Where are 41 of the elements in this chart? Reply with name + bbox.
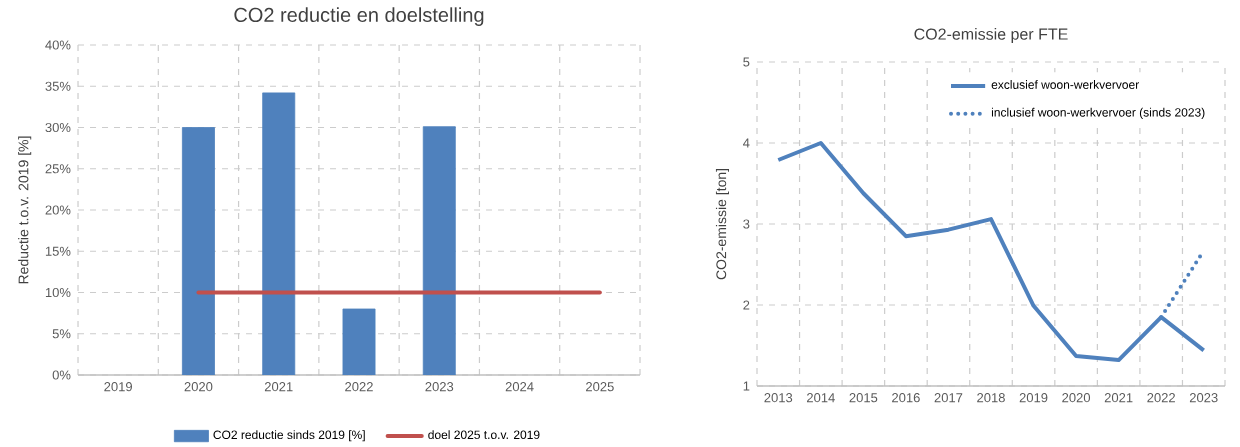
- x-tick-label: 2024: [505, 382, 534, 392]
- x-tick-label: 2020: [184, 382, 213, 392]
- x-tick-label: 2016: [892, 393, 920, 403]
- x-tick-label: 2023: [1189, 393, 1218, 403]
- legend-label: inclusief woon-werkvervoer (sinds 2023): [991, 107, 1205, 119]
- y-tick-label: 3: [743, 219, 750, 229]
- x-tick-label: 2022: [345, 382, 373, 392]
- line-series: [776, 141, 1206, 363]
- x-tick-label: 2025: [586, 382, 614, 392]
- y-tick-label: 15%: [45, 246, 71, 256]
- x-tick-label: 2018: [977, 393, 1005, 403]
- y-tick-label: 30%: [45, 122, 71, 133]
- legend-label: CO2 reductie sinds 2019 [%]: [213, 430, 365, 442]
- y-axis-title: Reductie t.o.v. 2019 [%]: [18, 136, 32, 284]
- x-tick-label: 2019: [104, 382, 132, 392]
- legend-label: exclusief woon-werkvervoer: [991, 80, 1139, 89]
- x-tick-label: 2021: [1104, 393, 1133, 403]
- y-axis-title: CO2-emissie [ton]: [715, 169, 729, 280]
- y-tick-label: 4: [743, 138, 750, 148]
- y-tick-label: 10%: [45, 287, 71, 298]
- chart-title: CO2-emissie per FTE: [914, 28, 1068, 43]
- y-tick-label: 5%: [52, 329, 71, 339]
- y-tick-label: 25%: [45, 164, 71, 174]
- x-tick-label: 2019: [1019, 393, 1048, 403]
- y-tick-label: 2: [743, 300, 750, 310]
- y-tick-label: 5: [743, 57, 750, 67]
- y-tick-label: 1: [743, 381, 750, 391]
- x-tick-label: 2023: [425, 382, 454, 392]
- x-tick-label: 2015: [849, 393, 878, 403]
- x-tick-label: 2022: [1147, 393, 1175, 403]
- x-tick-label: 2020: [1062, 393, 1091, 403]
- x-tick-label: 2021: [264, 382, 293, 392]
- x-tick-label: 2017: [934, 393, 963, 403]
- y-tick-label: 20%: [45, 205, 71, 215]
- x-tick-label: 2014: [807, 393, 835, 403]
- y-tick-label: 40%: [45, 40, 71, 50]
- y-tick-label: 35%: [45, 81, 71, 91]
- y-tick-label: 0%: [52, 370, 71, 380]
- chart-title: CO2 reductie en doelstelling: [234, 7, 484, 26]
- x-tick-label: 2013: [764, 393, 793, 403]
- legend-label: doel 2025 t.o.v. 2019: [428, 430, 540, 440]
